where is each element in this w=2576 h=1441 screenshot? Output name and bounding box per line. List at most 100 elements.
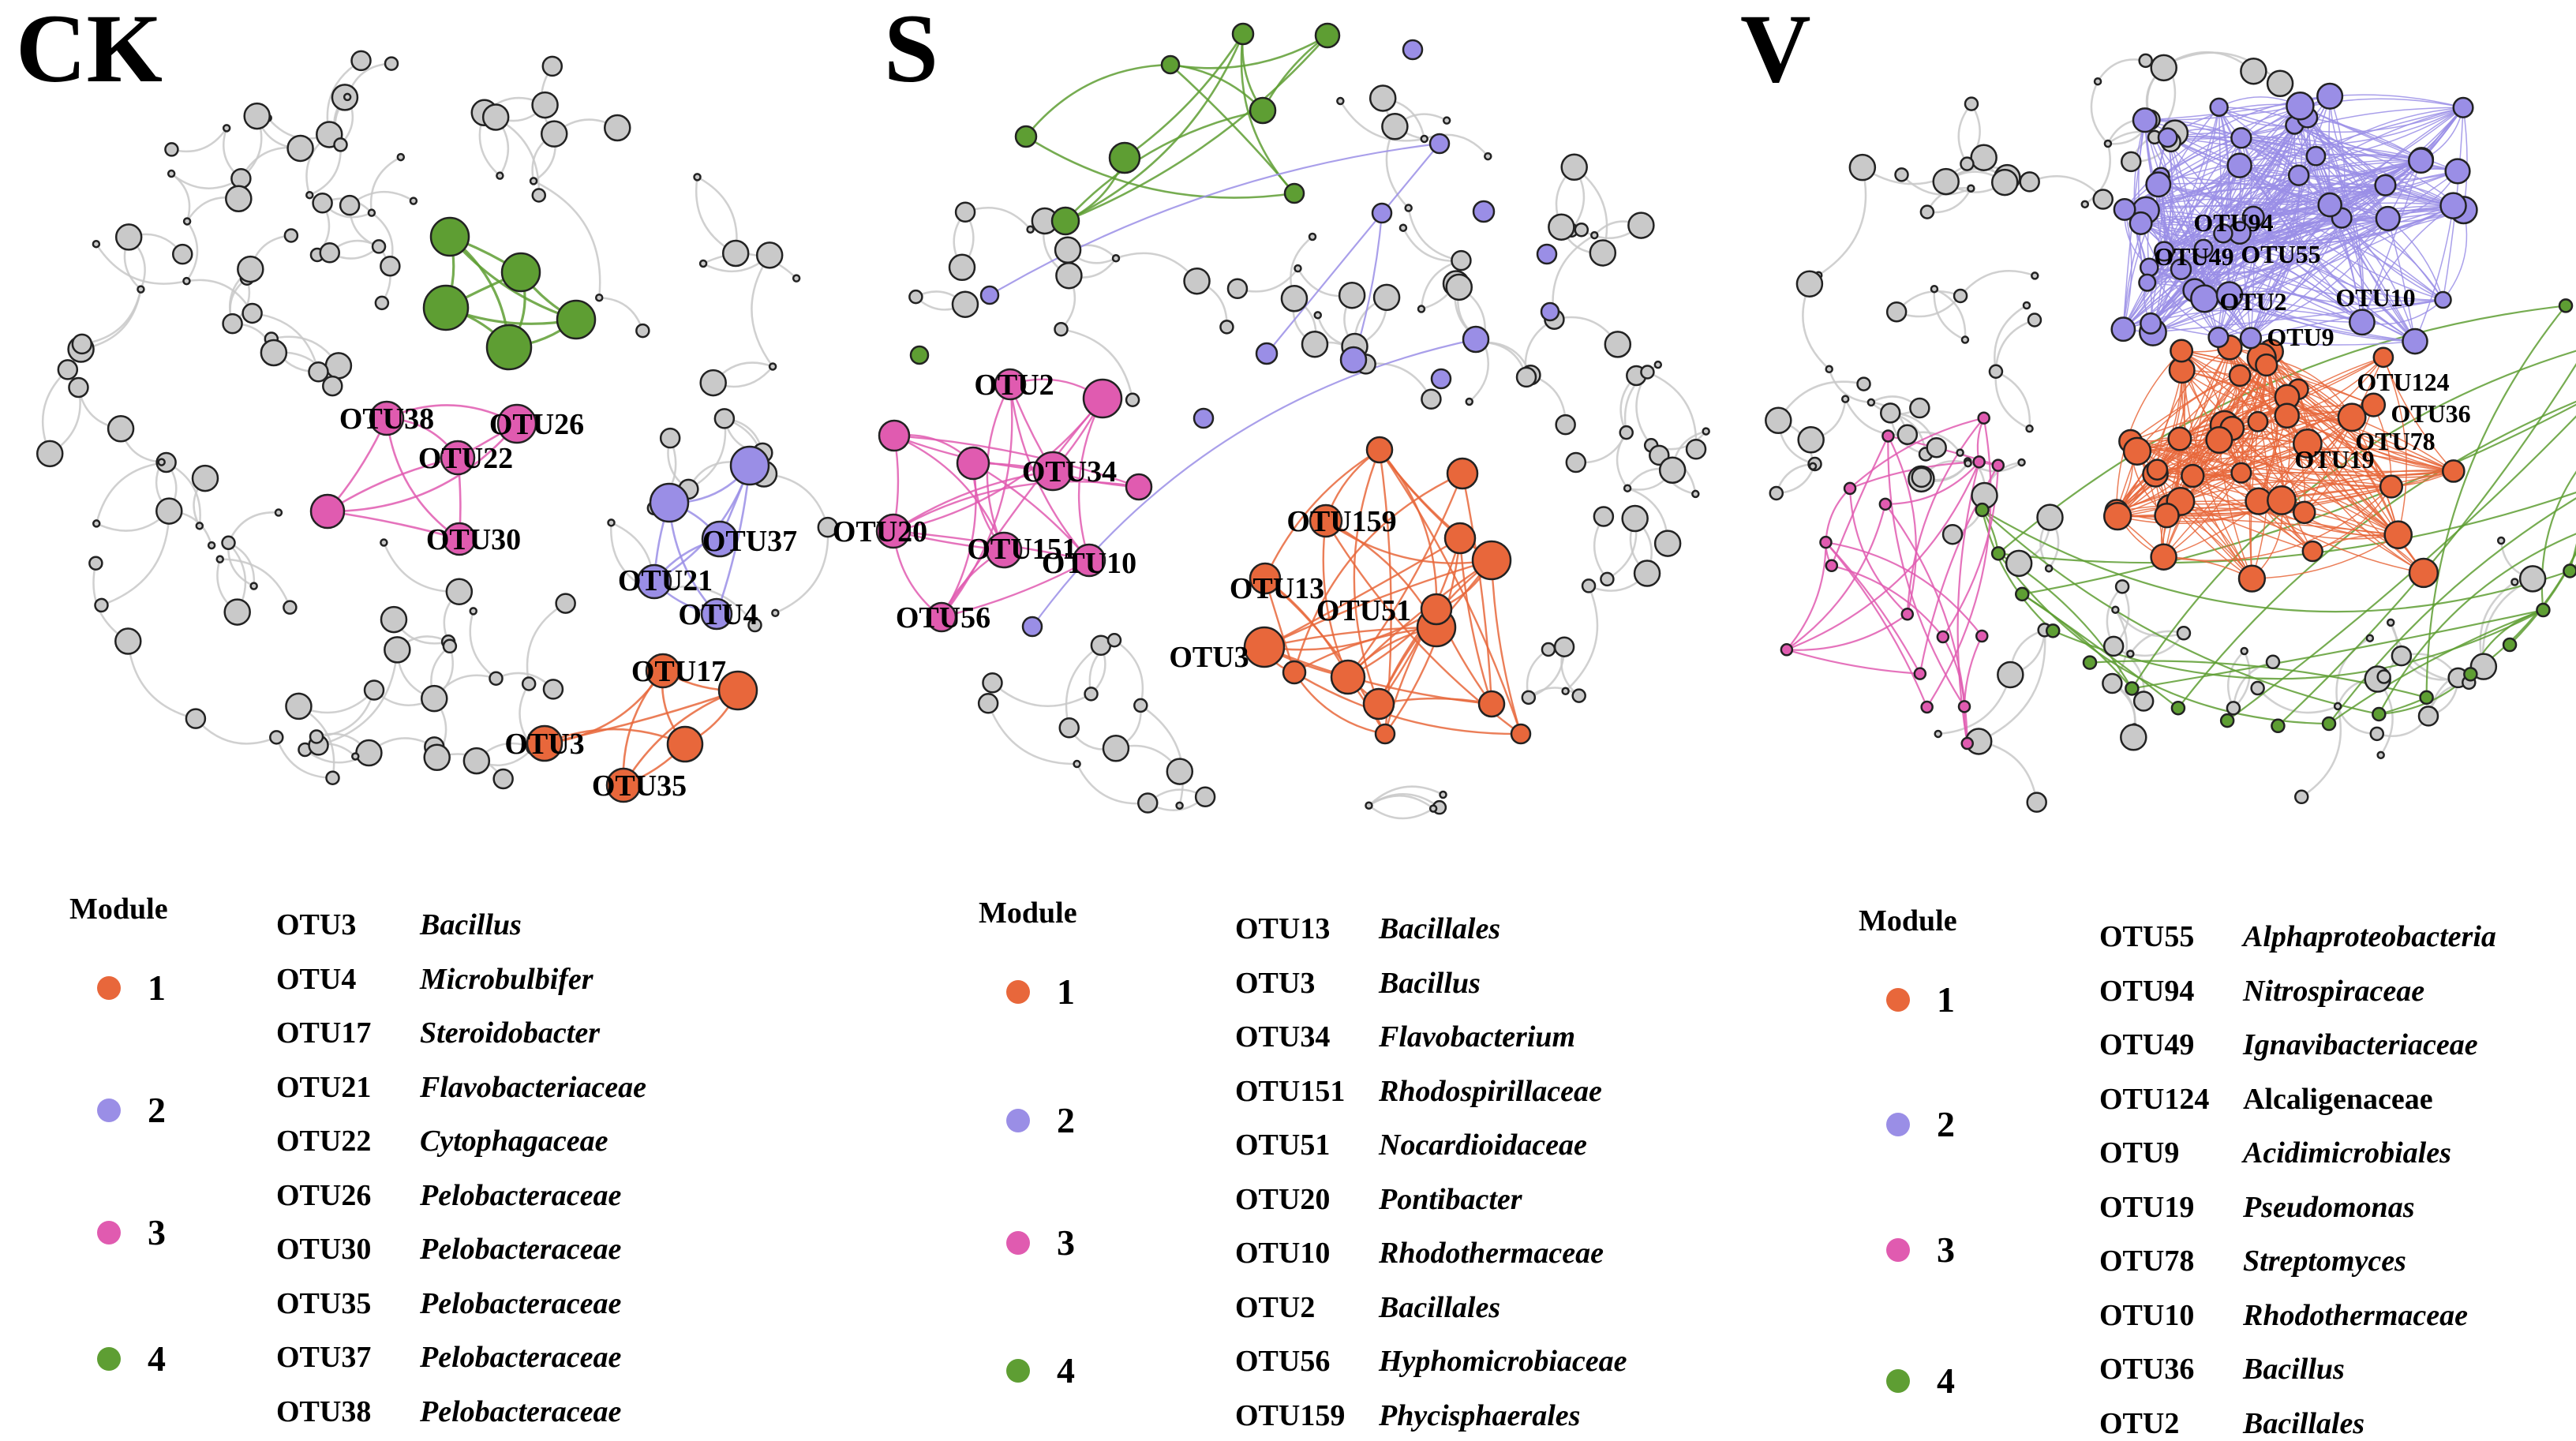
background-edge <box>275 736 333 779</box>
background-node <box>442 638 458 654</box>
module-1-node <box>2150 543 2177 571</box>
otu-table-row: OTU78 Streptomyces <box>2099 1244 2406 1278</box>
background-node <box>1619 425 1634 440</box>
otu-id: OTU37 <box>276 1341 372 1374</box>
otu-table-row: OTU10 Rhodothermaceae <box>2099 1298 2468 1333</box>
background-node <box>469 607 477 616</box>
otu-id: OTU51 <box>1235 1128 1331 1162</box>
module-2-edge <box>2229 294 2416 342</box>
module-legend-item: 4 <box>1006 1349 1075 1391</box>
background-node <box>1808 462 1818 471</box>
module-1-node <box>1282 660 1307 685</box>
background-node <box>1451 249 1472 271</box>
otu-table-row: OTU4 Microbulbifer <box>276 962 593 997</box>
module-legend-heading: Module <box>69 893 168 926</box>
module-2-node <box>1472 200 1496 223</box>
module-3-edge <box>1786 649 1920 675</box>
module-2-node <box>1536 243 1558 265</box>
module-1-node <box>2170 339 2194 363</box>
background-node <box>249 582 258 590</box>
background-edge <box>1646 371 1698 450</box>
background-node <box>1561 687 1570 696</box>
module-1-node <box>1330 659 1366 695</box>
module-1-edge <box>2239 375 2392 488</box>
background-node <box>137 285 145 294</box>
background-node <box>286 134 314 163</box>
background-node <box>2496 536 2506 545</box>
background-node <box>1623 484 1632 492</box>
module-2-edge <box>2239 107 2464 167</box>
background-node <box>817 516 839 538</box>
background-node <box>1301 330 1329 358</box>
module-2-node <box>1021 616 1043 638</box>
background-node <box>68 376 89 399</box>
background-node <box>1381 113 1409 140</box>
background-node <box>755 241 784 269</box>
module-2-node <box>2230 127 2252 149</box>
module-1-node <box>1249 562 1282 595</box>
otu-id: OTU151 <box>1235 1074 1346 1108</box>
module-2-node <box>2407 148 2434 174</box>
module-1-edge <box>2180 470 2454 503</box>
module-3-edge <box>893 480 1140 533</box>
background-edge <box>95 243 187 285</box>
background-node <box>230 167 252 189</box>
otu-id: OTU3 <box>1235 966 1316 1000</box>
background-node <box>215 555 224 563</box>
background-edge <box>1995 370 2031 429</box>
background-node <box>462 747 491 775</box>
module-2-edge <box>2145 209 2443 306</box>
background-node <box>305 190 314 200</box>
background-node <box>1548 213 1575 241</box>
background-node <box>492 768 514 790</box>
node-label-otu34: OTU34 <box>1022 455 1117 488</box>
otu-table-row: OTU17 Steroidobacter <box>276 1016 600 1050</box>
module-4-node <box>2463 667 2478 682</box>
background-node <box>1102 735 1130 762</box>
otu-table-row: OTU36 Bacillus <box>2099 1352 2345 1387</box>
module-2-edge <box>2330 94 2464 109</box>
module-2-node <box>2129 211 2153 235</box>
background-node <box>771 608 780 617</box>
module-2-edge <box>2150 323 2416 346</box>
background-edge <box>101 511 170 607</box>
module-2-edge <box>2250 217 2342 339</box>
module-2-edge <box>989 142 1440 296</box>
module-4-edge <box>1065 109 1264 222</box>
background-node <box>1058 717 1080 739</box>
module-1-edge <box>1379 449 1438 610</box>
module-1-edge <box>2155 473 2253 579</box>
module-1-edge <box>2130 440 2454 477</box>
module-4-node <box>2558 298 2574 313</box>
module-3-edge <box>893 434 1005 551</box>
background-node <box>1932 167 1960 196</box>
otu-taxon: Phycisphaerales <box>1379 1398 1581 1432</box>
module-1-edge <box>1264 537 1461 649</box>
module-4-edge <box>1982 509 2570 613</box>
background-node <box>36 440 64 468</box>
background-node <box>1909 397 1930 419</box>
module-1-node <box>1374 723 1396 745</box>
background-edge <box>2084 143 2111 205</box>
module-3-edge <box>1887 435 1917 615</box>
node-label-otu2: OTU2 <box>2219 287 2286 316</box>
module-2-node <box>2317 192 2342 218</box>
background-node <box>1997 661 2024 689</box>
module-1-node <box>2205 425 2233 455</box>
otu-table-row: OTU2 Bacillales <box>1235 1290 1500 1325</box>
otu-table-row: OTU34 Flavobacterium <box>1235 1020 1575 1054</box>
module-2-node <box>2375 205 2401 232</box>
background-node <box>1885 301 1908 323</box>
background-edge <box>2090 80 2109 144</box>
module-2-edge <box>2341 217 2444 301</box>
background-node <box>2376 669 2391 684</box>
otu-id: OTU159 <box>1235 1398 1346 1432</box>
otu-table-row: OTU35 Pelobacteraceae <box>276 1286 621 1321</box>
node-label-otu36: OTU36 <box>2391 399 2470 428</box>
module-2-node <box>2170 258 2192 280</box>
otu-id: OTU19 <box>2099 1190 2195 1224</box>
otu-taxon: Hyphomicrobiaceae <box>1379 1345 1627 1378</box>
panel-title-v: V <box>1740 0 1811 103</box>
background-node <box>308 361 329 383</box>
background-node <box>380 605 408 634</box>
